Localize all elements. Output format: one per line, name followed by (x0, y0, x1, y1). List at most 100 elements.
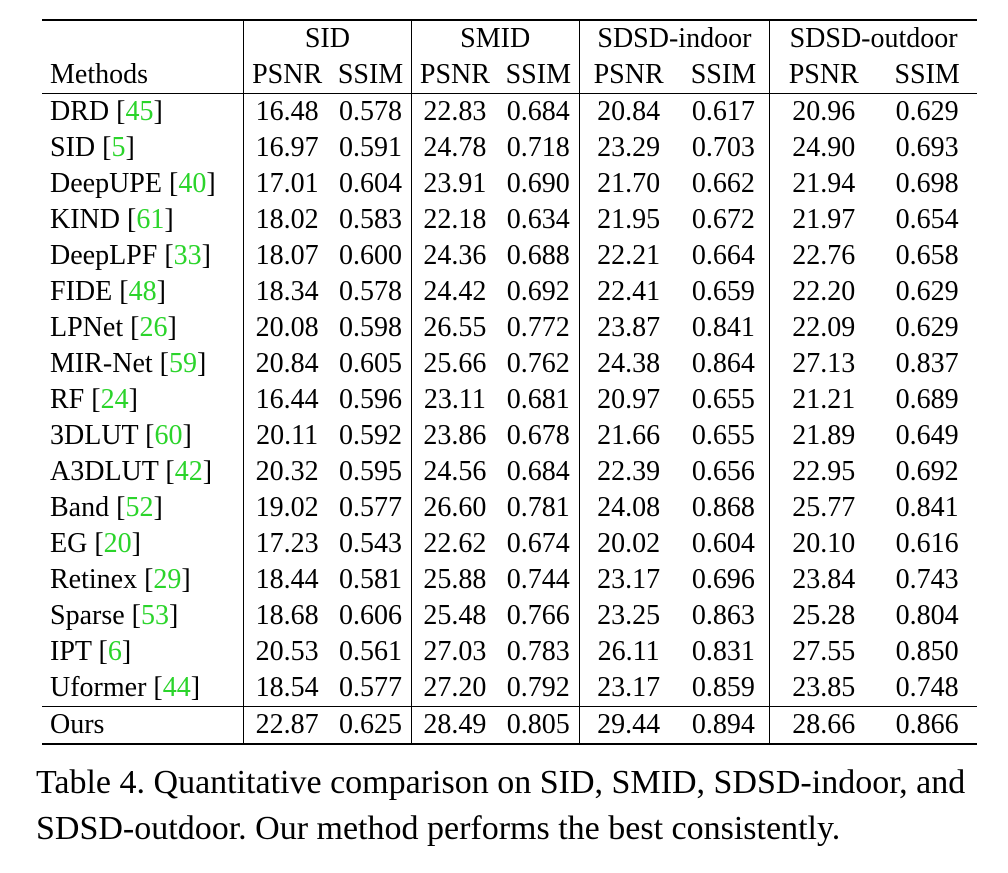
metric-value-cell: 23.85 (792, 672, 856, 703)
method-row: SID [5] 16.97 0.591 24.78 0.718 23.29 0.703 24.… (42, 130, 977, 166)
method-name-cell: IPT [6] (42, 634, 244, 670)
metric-value-cell: 18.02 (255, 204, 319, 235)
metric-header: PSNR (579, 57, 678, 94)
methods-header: Methods (42, 57, 244, 94)
method-name-cell: FIDE [48] (42, 274, 244, 310)
citation-link[interactable]: 59 (168, 348, 197, 379)
method-name: LPNet (50, 312, 124, 343)
citation-link[interactable]: 61 (136, 204, 165, 235)
citation-link[interactable]: 20 (103, 528, 132, 559)
metric-value-cell: 0.850 (895, 636, 959, 667)
metric-value-cell: 21.94 (792, 168, 856, 199)
metric-value-cell: 22.21 (597, 240, 661, 271)
metric-value-cell: 0.805 (498, 706, 580, 745)
method-name-cell: Ours (42, 706, 244, 745)
metric-value-cell: 0.606 (330, 598, 412, 634)
metric-value-cell: 0.684 (498, 454, 580, 490)
citation-link[interactable]: 29 (153, 564, 182, 595)
method-name-cell: SID [5] (42, 130, 244, 166)
metric-header: SSIM (677, 57, 771, 94)
metric-value-cell: 25.48 (423, 600, 487, 631)
citation-link[interactable]: 45 (125, 96, 154, 127)
method-name: EG (50, 528, 88, 559)
metric-value-cell: 0.772 (498, 310, 580, 346)
metric-value-cell: 20.53 (255, 636, 319, 667)
metric-value-cell: 0.841 (677, 310, 771, 346)
citation-link[interactable]: 6 (107, 636, 122, 667)
metric-value-cell: 0.598 (330, 310, 412, 346)
method-row: DeepLPF [33] 18.07 0.600 24.36 0.688 22.21 0.6… (42, 238, 977, 274)
metric-value-cell: 0.629 (895, 276, 959, 307)
metric-value-cell: 0.693 (895, 132, 959, 163)
metric-value-cell: 20.84 (597, 96, 661, 127)
metric-value-cell: 28.66 (769, 706, 878, 745)
metric-value-cell: 20.11 (256, 420, 319, 451)
metric-value-cell: 23.87 (597, 312, 661, 343)
method-row: IPT [6] 20.53 0.561 27.03 0.783 26.11 0.831 27.… (42, 634, 977, 670)
metric-value-cell: 18.07 (255, 240, 319, 271)
method-row: DeepUPE [40] 17.01 0.604 23.91 0.690 21.70 0.6… (42, 166, 977, 202)
method-name: MIR-Net (50, 348, 153, 379)
metric-value-cell: 24.90 (792, 132, 856, 163)
metric-value-cell: 0.616 (895, 528, 959, 559)
citation-link[interactable]: 60 (154, 420, 183, 451)
group-header-sdsd-outdoor: SDSD-outdoor (769, 19, 977, 57)
metric-value-cell: 20.84 (255, 348, 319, 379)
citation-link[interactable]: 42 (174, 456, 203, 487)
metric-value-cell: 24.56 (423, 456, 487, 487)
citation-link[interactable]: 24 (100, 384, 129, 415)
metric-value-cell: 0.577 (330, 670, 412, 707)
metric-value-cell: 21.70 (597, 168, 661, 199)
metric-value-cell: 21.97 (792, 204, 856, 235)
method-row: MIR-Net [59] 20.84 0.605 25.66 0.762 24.38 0.8… (42, 346, 977, 382)
metric-value-cell: 21.89 (792, 420, 856, 451)
metric-value-cell: 22.09 (792, 312, 856, 343)
citation-link[interactable]: 44 (162, 672, 191, 703)
citation-link[interactable]: 26 (139, 312, 168, 343)
metric-value-cell: 0.688 (498, 238, 580, 274)
metric-value-cell: 0.837 (895, 348, 959, 379)
method-name-cell: 3DLUT [60] (42, 418, 244, 454)
metric-value-cell: 23.86 (423, 420, 487, 451)
method-name-cell: KIND [61] (42, 202, 244, 238)
metric-value-cell: 23.91 (423, 168, 487, 199)
metric-value-cell: 0.583 (330, 202, 412, 238)
citation-link[interactable]: 40 (178, 168, 207, 199)
metric-value-cell: 0.591 (330, 130, 412, 166)
metric-value-cell: 0.864 (677, 346, 771, 382)
method-row: LPNet [26] 20.08 0.598 26.55 0.772 23.87 0.841… (42, 310, 977, 346)
metric-value-cell: 22.95 (792, 456, 856, 487)
citation-link[interactable]: 48 (128, 276, 157, 307)
citation-link[interactable]: 5 (111, 132, 126, 163)
method-row: DRD [45] 16.48 0.578 22.83 0.684 20.84 0.617 20… (42, 93, 977, 130)
metric-value-cell: 26.11 (597, 636, 660, 667)
metric-header: SSIM (877, 57, 977, 94)
group-header-smid: SMID (411, 19, 580, 57)
metric-value-cell: 20.02 (597, 528, 661, 559)
method-row: FIDE [48] 18.34 0.578 24.42 0.692 22.41 0.659 2… (42, 274, 977, 310)
citation-link[interactable]: 53 (140, 600, 169, 631)
method-name-cell: DeepUPE [40] (42, 166, 244, 202)
citation-link[interactable]: 33 (173, 240, 202, 271)
metric-value-cell: 0.831 (677, 634, 771, 670)
metric-value-cell: 16.48 (255, 96, 319, 127)
method-name: Uformer (50, 672, 147, 703)
metric-value-cell: 22.39 (597, 456, 661, 487)
metric-value-cell: 0.617 (677, 93, 771, 130)
metric-value-cell: 0.674 (498, 526, 580, 562)
metric-value-cell: 23.17 (597, 564, 661, 595)
metric-value-cell: 27.55 (792, 636, 856, 667)
method-name-cell: DeepLPF [33] (42, 238, 244, 274)
metric-value-cell: 26.60 (423, 492, 487, 523)
metric-value-cell: 23.25 (597, 600, 661, 631)
metric-header: PSNR (243, 57, 331, 94)
method-name: Sparse (50, 600, 125, 631)
method-name-cell: Retinex [29] (42, 562, 244, 598)
metric-value-cell: 0.664 (677, 238, 771, 274)
method-name-cell: A3DLUT [42] (42, 454, 244, 490)
citation-link[interactable]: 52 (125, 492, 154, 523)
method-name: DRD (50, 96, 110, 127)
metric-value-cell: 0.868 (677, 490, 771, 526)
metric-value-cell: 0.592 (330, 418, 412, 454)
metric-value-cell: 0.596 (330, 382, 412, 418)
